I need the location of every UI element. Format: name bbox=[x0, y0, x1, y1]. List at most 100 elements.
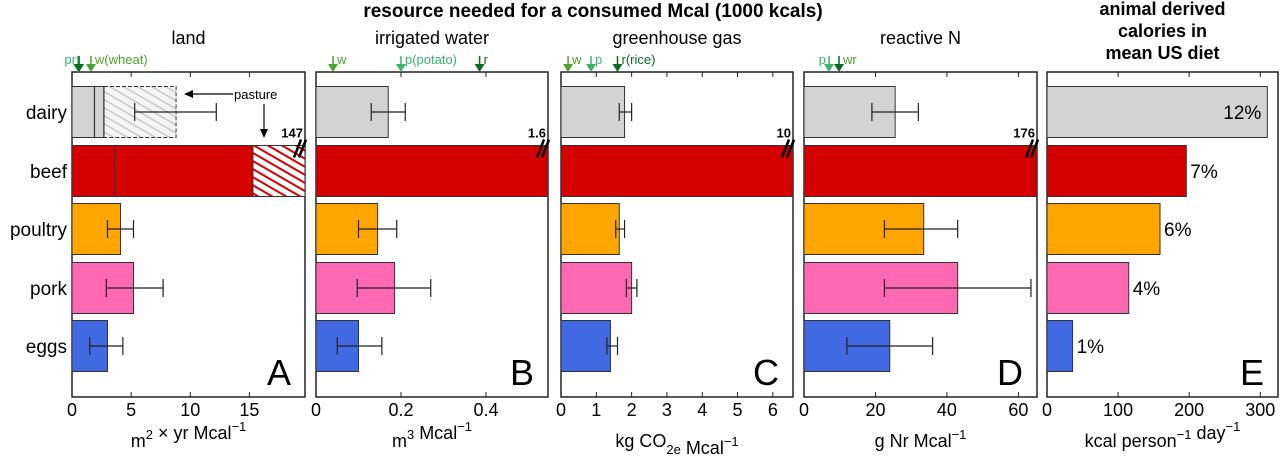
x-tick-label: 5 bbox=[126, 400, 136, 420]
panel-label: C bbox=[753, 352, 779, 393]
category-label-eggs: eggs bbox=[26, 337, 67, 358]
x-tick-label: 15 bbox=[239, 400, 259, 420]
arrowhead-icon bbox=[474, 64, 485, 72]
x-tick-label: 20 bbox=[865, 400, 885, 420]
bar-pasture-beef bbox=[252, 145, 306, 197]
x-tick-label: 0 bbox=[67, 400, 77, 420]
crop-label: p bbox=[819, 52, 826, 67]
crop-label: wr bbox=[842, 52, 857, 67]
x-tick-label: 100 bbox=[1103, 400, 1133, 420]
crop-reference-arrows: w p(potato) r bbox=[327, 52, 489, 72]
bar-dairy bbox=[560, 86, 626, 138]
data-label-pork: 4% bbox=[1133, 279, 1161, 300]
panel-label: E bbox=[1240, 352, 1264, 393]
x-axis-label: m2 × yr Mcal−1 bbox=[131, 419, 247, 451]
error-bar-eggs bbox=[846, 337, 934, 355]
arrowhead-icon bbox=[824, 64, 835, 72]
crop-label: w(wheat) bbox=[94, 52, 148, 67]
arrowhead-icon bbox=[260, 129, 268, 138]
error-bar-pork bbox=[883, 279, 1032, 297]
panel-title: mean US diet bbox=[1105, 43, 1219, 63]
crop-label: p(potato) bbox=[405, 52, 457, 67]
bar-pork bbox=[560, 262, 633, 314]
error-bar-pork bbox=[105, 279, 164, 297]
x-tick-label: 6 bbox=[768, 400, 778, 420]
data-label-dairy: 12% bbox=[1223, 103, 1261, 124]
bar-beef bbox=[560, 145, 794, 197]
error-bar-dairy bbox=[618, 103, 633, 121]
figure-title: resource needed for a consumed Mcal (100… bbox=[363, 1, 822, 22]
x-axis-label: kcal person−1 day−1 bbox=[1085, 419, 1241, 451]
data-label-eggs: 1% bbox=[1077, 337, 1105, 358]
crop-reference-arrows: pr w(wheat) bbox=[64, 52, 148, 72]
x-tick-label: 5 bbox=[733, 400, 743, 420]
x-tick-label: 300 bbox=[1245, 400, 1275, 420]
bar-pork bbox=[1046, 262, 1130, 314]
crop-reference-arrows: w p r(rice) bbox=[563, 52, 655, 72]
panel-title: irrigated water bbox=[375, 28, 489, 48]
category-label-beef: beef bbox=[30, 162, 68, 183]
axis-break-mark bbox=[535, 139, 551, 158]
panel-title: land bbox=[171, 28, 205, 48]
crop-label: r bbox=[484, 52, 489, 67]
panel-title: calories in bbox=[1118, 21, 1207, 41]
pasture-label: pasture bbox=[234, 87, 277, 102]
error-bar-poultry bbox=[106, 220, 135, 238]
bar-dairy bbox=[1046, 86, 1268, 138]
error-bar-dairy bbox=[871, 103, 919, 121]
axis-break-mark bbox=[780, 139, 796, 158]
category-label-dairy: dairy bbox=[26, 103, 68, 124]
error-bar-dairy bbox=[370, 103, 406, 121]
category-label-poultry: poultry bbox=[10, 220, 68, 241]
arrowhead-icon bbox=[612, 64, 623, 72]
arrowhead-icon bbox=[327, 64, 338, 72]
axis-break-mark bbox=[1024, 139, 1040, 158]
bar-beef bbox=[803, 145, 1038, 197]
crop-label: r(rice) bbox=[621, 52, 655, 67]
arrowhead-icon bbox=[586, 64, 597, 72]
bar-eggs bbox=[560, 320, 611, 372]
x-tick-label: 0.2 bbox=[388, 400, 413, 420]
x-tick-label: 200 bbox=[1174, 400, 1204, 420]
panel-label: A bbox=[267, 352, 291, 393]
arrowhead-icon bbox=[74, 64, 85, 72]
bar-poultry bbox=[560, 203, 620, 255]
error-bar-pork bbox=[625, 279, 638, 297]
arrowhead-icon bbox=[85, 64, 96, 72]
break-value-label: 176 bbox=[1013, 126, 1035, 141]
crop-label: w bbox=[336, 52, 347, 67]
x-tick-label: 3 bbox=[662, 400, 672, 420]
break-value-label: 147 bbox=[281, 126, 303, 141]
x-axis-label: g Nr Mcal−1 bbox=[875, 427, 967, 451]
crop-label: w bbox=[571, 52, 582, 67]
panel-label: B bbox=[510, 352, 534, 393]
bar-eggs bbox=[1046, 320, 1074, 372]
break-value-label: 1.6 bbox=[528, 126, 546, 141]
x-tick-label: 1 bbox=[591, 400, 601, 420]
bar-beef bbox=[1046, 145, 1187, 197]
x-tick-label: 60 bbox=[1008, 400, 1028, 420]
arrowhead-icon bbox=[184, 90, 193, 98]
error-bar-eggs bbox=[336, 337, 383, 355]
arrowhead-icon bbox=[834, 64, 845, 72]
arrowhead-icon bbox=[395, 64, 406, 72]
x-tick-label: 4 bbox=[697, 400, 707, 420]
panel-title: reactive N bbox=[880, 28, 961, 48]
x-axis-label: m3 Mcal−1 bbox=[392, 419, 472, 451]
panel-label: D bbox=[997, 352, 1023, 393]
crop-label: pr bbox=[64, 52, 76, 67]
error-bar-pork bbox=[356, 279, 432, 297]
error-bar-poultry bbox=[615, 220, 626, 238]
crop-reference-arrows: p wr bbox=[819, 52, 857, 72]
axis-break-mark bbox=[292, 139, 308, 158]
pasture-annotation: pasture bbox=[184, 87, 277, 138]
x-tick-label: 0 bbox=[799, 400, 809, 420]
break-value-label: 10 bbox=[777, 126, 791, 141]
category-label-pork: pork bbox=[30, 279, 67, 300]
